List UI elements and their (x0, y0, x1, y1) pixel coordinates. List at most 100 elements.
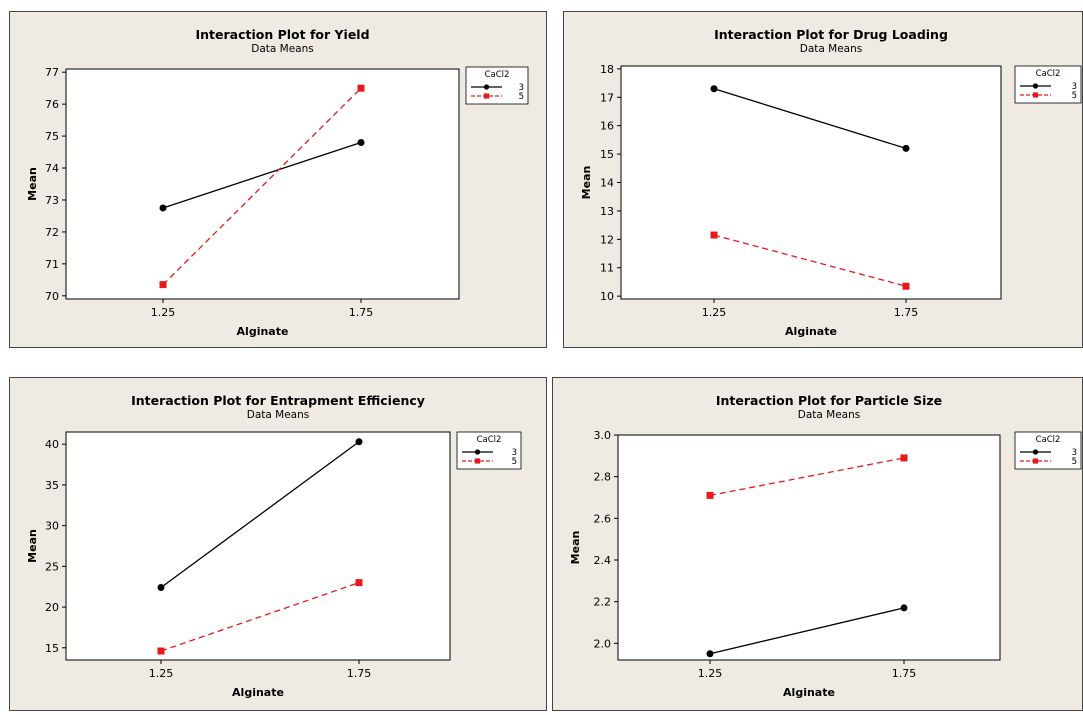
y-tick-label: 2.8 (594, 471, 612, 484)
y-tick-label: 72 (45, 226, 59, 239)
data-point-square (357, 84, 365, 92)
data-point-square (902, 282, 910, 290)
data-point-square (159, 281, 167, 289)
y-tick-label: 73 (45, 194, 59, 207)
y-axis-label: Mean (26, 529, 39, 563)
y-tick-label: 3.0 (594, 429, 612, 442)
series-line-5 (709, 457, 905, 497)
y-tick-label: 15 (45, 642, 59, 655)
legend-marker-circle (1032, 83, 1039, 89)
x-tick-label: 1.75 (894, 306, 919, 319)
legend: CaCl2 35 (1014, 65, 1082, 104)
x-tick-label: 1.75 (349, 306, 374, 319)
data-point-square (706, 491, 714, 499)
x-tick-label: 1.25 (698, 667, 723, 680)
legend-box (456, 431, 522, 470)
data-point-circle (159, 204, 167, 212)
chart-subtitle: Data Means (247, 409, 310, 421)
data-point-circle (706, 650, 714, 658)
plot-area (65, 431, 451, 661)
legend-box (1014, 431, 1082, 470)
data-point-circle (900, 604, 908, 612)
x-tick-label: 1.75 (892, 667, 917, 680)
y-tick-label: 11 (600, 262, 614, 275)
y-tick-label: 20 (45, 601, 59, 614)
data-point-circle (710, 85, 718, 93)
y-tick-label: 40 (45, 438, 59, 451)
y-axis-label: Mean (569, 531, 582, 565)
plot-area (620, 65, 1002, 300)
legend: CaCl2 35 (1014, 431, 1082, 470)
x-tick-label: 1.25 (151, 306, 176, 319)
data-point-circle (902, 144, 910, 152)
y-tick-label: 30 (45, 520, 59, 533)
chart-title: Interaction Plot for Particle Size (716, 393, 942, 408)
chart-panel-yield: Interaction Plot for Yield Data Means 70 71… (9, 11, 547, 348)
series-line-5 (160, 582, 360, 652)
y-tick-label: 71 (45, 258, 59, 271)
data-point-square (355, 579, 363, 587)
chart-subtitle: Data Means (798, 409, 861, 421)
chart-svg-entrapment-efficiency: Interaction Plot for Entrapment Efficien… (9, 377, 547, 711)
y-tick-label: 13 (600, 205, 614, 218)
y-axis-label: Mean (580, 166, 593, 200)
legend: CaCl2 35 (465, 66, 529, 105)
plot-area (65, 68, 460, 300)
y-tick-label: 35 (45, 479, 59, 492)
legend-marker-square (1032, 92, 1039, 98)
data-point-square (710, 231, 718, 239)
series-line-5 (162, 87, 362, 286)
y-tick-label: 15 (600, 148, 614, 161)
data-point-square (157, 647, 165, 655)
legend-title: CaCl2 (485, 70, 510, 80)
y-tick-label: 70 (45, 290, 59, 303)
chart-panel-particle-size: Interaction Plot for Particle Size Data M… (552, 377, 1083, 711)
legend-entry-label: 5 (1072, 91, 1077, 101)
legend-entry-label: 3 (519, 83, 524, 93)
legend-box (465, 66, 529, 105)
series-line-5 (713, 234, 907, 287)
legend-title: CaCl2 (477, 435, 502, 445)
legend-entry-label: 3 (512, 448, 517, 458)
chart-subtitle: Data Means (251, 43, 314, 55)
series-line-3 (162, 141, 362, 209)
y-tick-label: 10 (600, 290, 614, 303)
data-point-circle (355, 438, 363, 446)
y-tick-label: 76 (45, 98, 59, 111)
x-axis-label: Alginate (785, 325, 837, 338)
y-tick-label: 16 (600, 120, 614, 133)
y-tick-label: 77 (45, 66, 59, 79)
chart-panel-entrapment-efficiency: Interaction Plot for Entrapment Efficien… (9, 377, 547, 711)
y-tick-label: 2.0 (594, 637, 612, 650)
data-point-circle (357, 138, 365, 146)
legend-entry-label: 5 (1072, 457, 1077, 467)
x-tick-label: 1.75 (347, 667, 372, 680)
x-tick-label: 1.25 (149, 667, 174, 680)
x-axis-label: Alginate (237, 325, 289, 338)
legend-entry-label: 5 (512, 457, 517, 467)
y-axis-label: Mean (26, 167, 39, 201)
legend-marker-circle (1032, 449, 1039, 455)
legend-marker-circle (474, 449, 481, 455)
y-tick-label: 75 (45, 130, 59, 143)
chart-title: Interaction Plot for Yield (195, 27, 369, 42)
y-tick-label: 25 (45, 560, 59, 573)
chart-title: Interaction Plot for Entrapment Efficien… (131, 393, 425, 408)
x-axis-label: Alginate (232, 686, 284, 699)
x-axis-label: Alginate (783, 686, 835, 699)
legend-box (1014, 65, 1082, 104)
y-tick-label: 2.4 (594, 554, 612, 567)
y-tick-label: 74 (45, 162, 59, 175)
legend-marker-square (483, 93, 490, 99)
legend-marker-square (474, 458, 481, 464)
legend-entry-label: 3 (1072, 82, 1077, 92)
chart-title: Interaction Plot for Drug Loading (714, 27, 948, 42)
legend-marker-circle (483, 84, 490, 90)
chart-panel-drug-loading: Interaction Plot for Drug Loading Data Me… (563, 11, 1083, 348)
series-line-3 (713, 88, 907, 150)
plot-area (617, 434, 1001, 661)
legend-entry-label: 5 (519, 92, 524, 102)
